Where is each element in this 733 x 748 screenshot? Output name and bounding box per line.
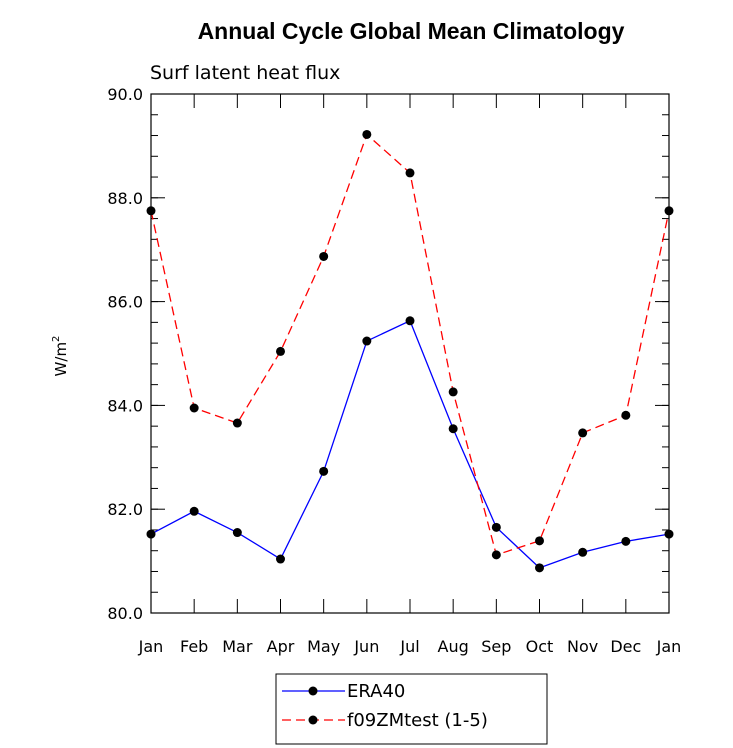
legend-box <box>275 673 548 745</box>
y-tick-label: 88.0 <box>107 189 143 208</box>
series-layer <box>146 129 674 573</box>
y-tick-label: 90.0 <box>107 85 143 104</box>
x-tick-label: Apr <box>267 637 295 656</box>
chart-subtitle: Surf latent heat flux <box>150 62 340 84</box>
y-axis-label-superscript: 2 <box>51 336 62 342</box>
data-point-0 <box>535 563 544 573</box>
data-point-1 <box>448 387 458 397</box>
x-tick-label: Oct <box>526 637 554 656</box>
data-point-1 <box>319 251 329 261</box>
x-tick-labels: Jan Feb Mar Apr May Jun Jul Aug Sep Oct Nov Dec Jan <box>138 637 682 656</box>
x-tick-label: Aug <box>438 637 469 656</box>
x-tick-label: May <box>307 637 340 656</box>
data-point-1 <box>146 206 156 216</box>
data-point-0 <box>491 522 501 532</box>
data-point-0 <box>362 336 372 346</box>
data-point-0 <box>232 528 242 538</box>
x-tick-label: Jan <box>138 637 164 656</box>
y-tick-label: 86.0 <box>107 293 143 312</box>
svg-text:W/m2: W/m2 <box>51 336 70 377</box>
y-axis-label-text: W/m <box>52 342 70 377</box>
y-tick-labels: 80.0 82.0 84.0 86.0 88.0 90.0 <box>107 85 143 623</box>
data-point-1 <box>189 403 199 413</box>
data-point-1 <box>232 418 242 428</box>
data-point-0 <box>146 529 156 539</box>
y-tick-label: 80.0 <box>107 604 143 623</box>
data-point-0 <box>189 506 199 516</box>
data-point-1 <box>276 346 285 356</box>
legend-marker-1 <box>308 715 318 725</box>
x-tick-label: Jul <box>399 637 419 656</box>
axis-ticks <box>150 93 670 614</box>
data-point-0 <box>405 316 415 326</box>
legend-marker-0 <box>308 686 318 696</box>
series-line-0 <box>150 319 670 569</box>
x-tick-label: Feb <box>180 637 208 656</box>
legend-label-0: ERA40 <box>347 681 405 702</box>
data-point-1 <box>535 536 544 546</box>
data-point-0 <box>319 466 329 476</box>
data-point-1 <box>491 550 501 560</box>
y-tick-label: 84.0 <box>107 396 143 415</box>
data-point-0 <box>664 529 674 539</box>
data-point-0 <box>448 424 458 434</box>
series-line-1 <box>150 133 670 556</box>
x-tick-label: Mar <box>222 637 253 656</box>
data-point-0 <box>621 536 631 546</box>
x-tick-label: Nov <box>567 637 598 656</box>
chart-title: Annual Cycle Global Mean Climatology <box>198 18 625 44</box>
data-point-0 <box>578 547 588 557</box>
y-axis-label: W/m2 <box>51 336 70 377</box>
x-tick-label: Dec <box>610 637 641 656</box>
data-point-1 <box>362 129 372 139</box>
data-point-1 <box>621 410 631 420</box>
legend: ERA40 f09ZMtest (1-5) <box>275 673 548 745</box>
data-point-1 <box>405 168 415 178</box>
legend-label-1: f09ZMtest (1-5) <box>347 710 488 731</box>
x-tick-label: Jun <box>353 637 379 656</box>
y-tick-label: 82.0 <box>107 500 143 519</box>
data-point-1 <box>578 428 588 438</box>
data-point-0 <box>276 554 285 564</box>
data-point-1 <box>664 206 674 216</box>
x-tick-label: Sep <box>481 637 511 656</box>
x-tick-label: Jan <box>656 637 682 656</box>
